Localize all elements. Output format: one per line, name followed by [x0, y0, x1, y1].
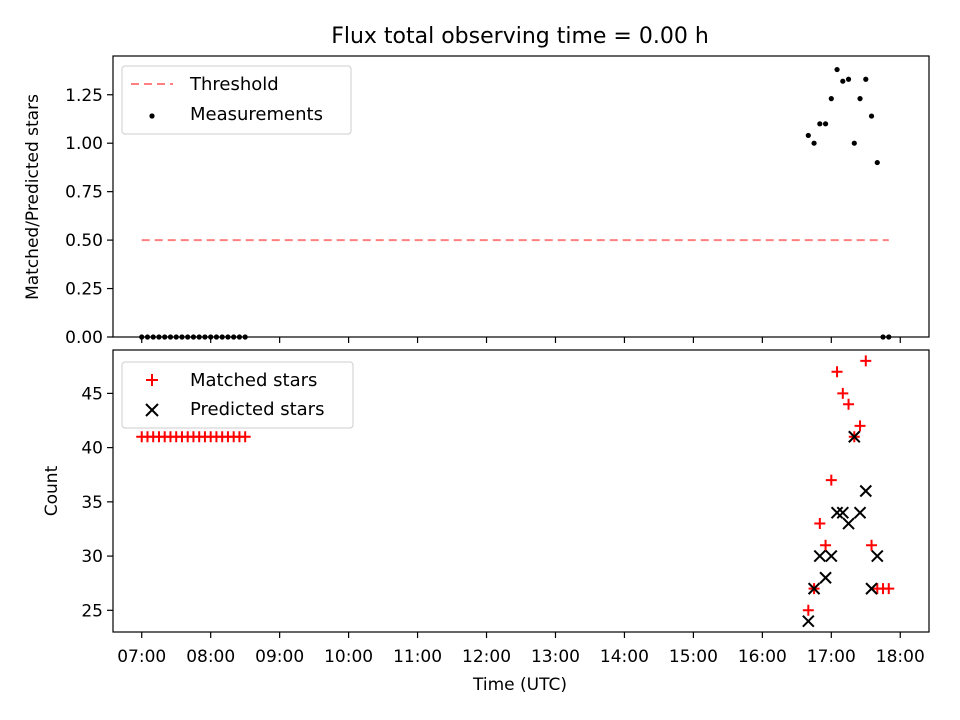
predicted-star-point — [871, 549, 884, 563]
matched-star-point — [825, 474, 837, 486]
predicted-star-point — [807, 582, 821, 595]
matched-star-point — [860, 355, 872, 367]
predicted-star-point — [859, 484, 872, 498]
top-plot-frame — [112, 55, 930, 338]
legend-matched-label: Matched stars — [190, 370, 317, 391]
matched-star-point — [883, 583, 895, 595]
legend-threshold-label: Threshold — [189, 74, 279, 95]
x-tick-label: 17:00 — [807, 647, 856, 667]
measurement-point — [874, 159, 880, 166]
top-y-tick-label: 0.75 — [65, 183, 103, 203]
legend-measurements-swatch — [149, 113, 155, 119]
bottom-y-tick-label: 45 — [81, 384, 103, 404]
measurement-point — [840, 78, 846, 84]
x-tick-label: 09:00 — [255, 647, 304, 667]
bottom-legend: Matched stars Predicted stars — [121, 361, 354, 429]
matched-star-point — [854, 420, 866, 432]
matched-star-point — [802, 604, 814, 616]
predicted-star-point — [836, 506, 850, 519]
top-y-tick-label: 1.00 — [65, 134, 103, 154]
bottom-y-axis-label: Count — [42, 465, 62, 516]
x-tick-label: 10:00 — [324, 647, 373, 667]
x-tick-label: 08:00 — [186, 647, 235, 667]
legend-predicted-swatch — [145, 403, 159, 417]
chart-title: Flux total observing time = 0.00 h — [331, 24, 709, 49]
top-y-axis: 0.00 0.25 0.50 0.75 1.00 1.25 — [65, 86, 113, 348]
top-x-ticks — [141, 337, 901, 343]
x-axis-label: Time (UTC) — [472, 675, 567, 695]
predicted-star-point — [819, 571, 832, 584]
measurement-point — [868, 113, 875, 119]
bottom-legend-box — [121, 361, 354, 429]
top-y-tick-label: 0.25 — [65, 280, 103, 300]
bottom-y-axis: 25 30 35 40 45 — [81, 384, 113, 621]
measurement-point — [828, 96, 834, 102]
predicted-star-point — [825, 549, 838, 563]
measurement-point — [834, 66, 840, 73]
matched-star-point — [820, 539, 832, 551]
legend-predicted-label: Predicted stars — [190, 399, 324, 420]
x-tick-label: 07:00 — [117, 647, 166, 667]
bottom-panel: 25 30 35 40 45 07:00 08:00 09:00 10:00 11:00 12:0… — [42, 349, 930, 695]
predicted-star-point — [842, 517, 855, 530]
matched-star-point — [814, 518, 826, 530]
predicted-star-point — [830, 506, 844, 519]
legend-measurements-label: Measurements — [190, 104, 323, 125]
x-tick-label: 14:00 — [600, 647, 649, 667]
bottom-y-tick-label: 35 — [81, 493, 103, 513]
top-panel: 0.00 0.25 0.50 0.75 1.00 1.25 Matched/Predict… — [23, 55, 930, 348]
measurement-point — [817, 121, 823, 127]
x-tick-label: 16:00 — [738, 647, 787, 667]
bottom-y-tick-label: 25 — [81, 601, 103, 621]
x-tick-label: 18:00 — [876, 647, 925, 667]
predicted-star-point — [853, 506, 867, 519]
predicted-star-point — [802, 614, 815, 628]
matched-star-point — [866, 539, 878, 551]
measurement-point — [863, 76, 869, 82]
top-y-tick-label: 1.25 — [65, 86, 103, 106]
measurement-point — [851, 140, 857, 146]
top-y-axis-label: Matched/Predicted stars — [23, 94, 43, 300]
matched-star-point — [831, 366, 843, 378]
bottom-points — [136, 355, 895, 628]
measurement-point — [805, 132, 811, 139]
top-legend-box — [121, 65, 352, 135]
matched-star-point — [239, 431, 251, 443]
x-tick-label: 11:00 — [393, 647, 442, 667]
x-tick-label: 15:00 — [669, 647, 718, 667]
matched-star-point — [837, 387, 849, 399]
predicted-star-point — [813, 549, 827, 563]
bottom-y-tick-label: 40 — [81, 439, 103, 459]
top-y-tick-label: 0.50 — [65, 231, 103, 251]
bottom-plot-frame — [112, 349, 930, 633]
x-tick-label: 12:00 — [462, 647, 511, 667]
bottom-x-axis: 07:00 08:00 09:00 10:00 11:00 12:00 13:00 14:00… — [117, 632, 925, 667]
legend-matched-swatch — [146, 374, 158, 386]
measurement-point — [857, 96, 863, 102]
measurement-point — [822, 121, 829, 127]
predicted-star-point — [865, 582, 878, 595]
matched-star-point — [843, 398, 855, 410]
measurement-point — [845, 76, 852, 82]
bottom-y-tick-label: 30 — [81, 547, 103, 567]
measurement-point — [811, 140, 817, 146]
top-y-tick-label: 0.00 — [65, 328, 103, 348]
top-legend: Threshold Measurements — [121, 65, 352, 135]
x-tick-label: 13:00 — [531, 647, 580, 667]
predicted-star-point — [848, 430, 861, 443]
